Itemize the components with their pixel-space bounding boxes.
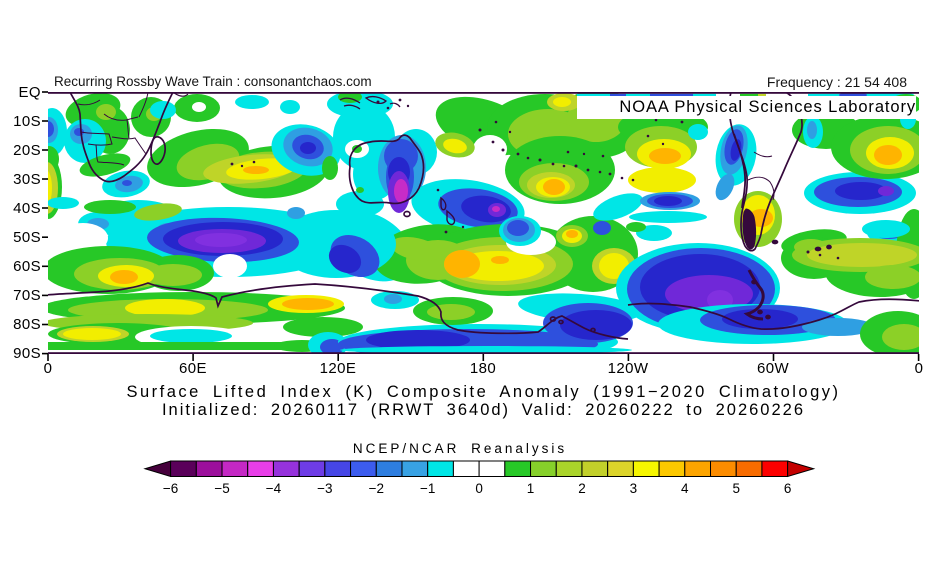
svg-text:3: 3 — [630, 481, 638, 496]
svg-text:−4: −4 — [266, 481, 282, 496]
svg-text:−1: −1 — [420, 481, 435, 496]
svg-text:−3: −3 — [317, 481, 332, 496]
svg-text:0: 0 — [475, 481, 483, 496]
svg-text:6: 6 — [784, 481, 792, 496]
svg-text:−6: −6 — [163, 481, 178, 496]
svg-text:−2: −2 — [369, 481, 384, 496]
svg-text:5: 5 — [732, 481, 740, 496]
svg-text:4: 4 — [681, 481, 689, 496]
svg-text:2: 2 — [578, 481, 586, 496]
svg-text:1: 1 — [527, 481, 535, 496]
svg-text:−5: −5 — [214, 481, 229, 496]
